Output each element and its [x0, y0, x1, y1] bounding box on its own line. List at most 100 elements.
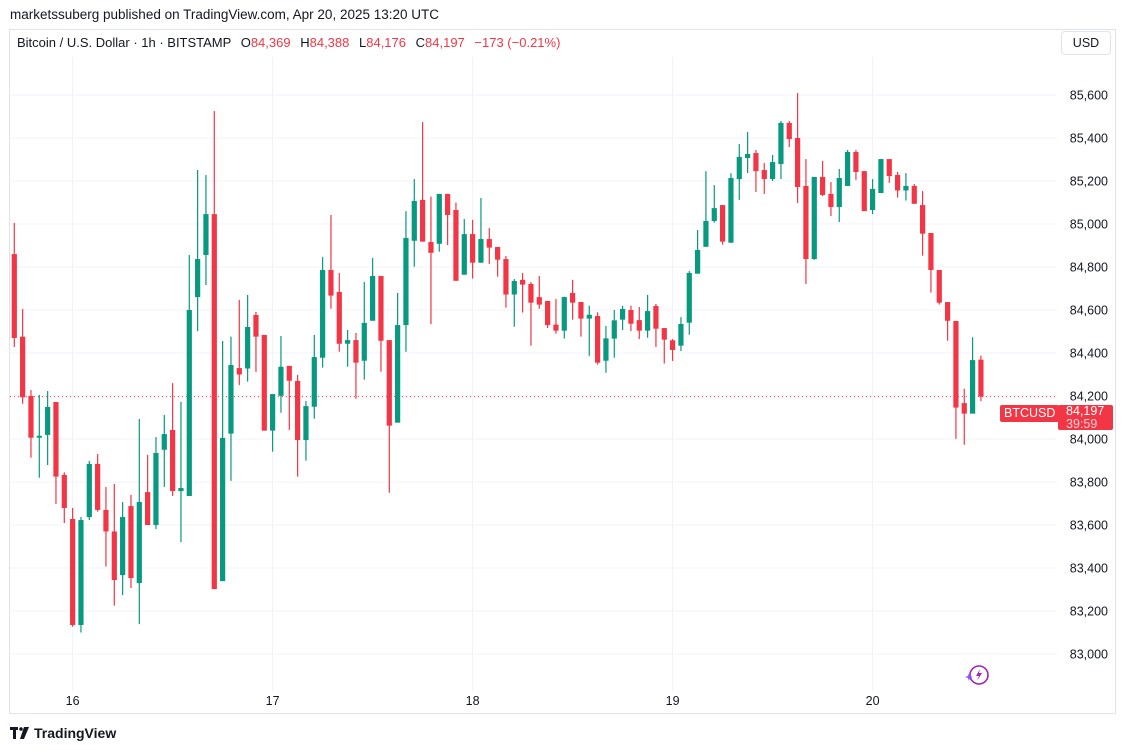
candle-down — [528, 282, 534, 346]
candle-down — [328, 214, 334, 309]
candle-up — [678, 317, 684, 352]
candle-body — [270, 394, 276, 431]
candle-up — [136, 419, 142, 625]
candle-down — [336, 273, 342, 352]
time-tick-label: 18 — [466, 694, 480, 708]
price-tick-label: 85,000 — [1070, 218, 1108, 232]
candle-up — [345, 329, 351, 367]
candle-body — [70, 518, 76, 625]
candle-down — [803, 159, 809, 284]
symbol-badge: BTCUSD — [1000, 405, 1060, 422]
candle-down — [911, 184, 917, 204]
candle-body — [86, 463, 92, 518]
candle-up — [203, 174, 209, 286]
candle-body — [511, 280, 517, 295]
candle-body — [436, 193, 442, 244]
price-tick-label: 83,800 — [1070, 476, 1108, 490]
candle-down — [253, 311, 259, 372]
candle-up — [969, 337, 976, 414]
candle-down — [470, 219, 476, 279]
candle-up — [36, 394, 42, 478]
price-tick-label: 83,400 — [1070, 562, 1108, 576]
candle-body — [761, 170, 767, 180]
price-tick-label: 84,400 — [1070, 347, 1108, 361]
chart-pane[interactable] — [9, 29, 1116, 714]
tradingview-brand[interactable]: TradingView — [10, 725, 116, 741]
tradingview-logo-icon — [10, 727, 29, 739]
candle-down — [236, 299, 242, 386]
candle-body — [553, 324, 559, 331]
candle-down — [420, 122, 426, 242]
candle-up — [728, 173, 734, 243]
candle-up — [228, 336, 234, 481]
candle-body — [220, 437, 226, 582]
candle-down — [653, 303, 659, 347]
candle-body — [78, 520, 84, 625]
candle-body — [528, 283, 534, 303]
candle-body — [753, 153, 759, 172]
candle-up — [161, 414, 167, 487]
candle-down — [286, 365, 292, 430]
candle-body — [128, 506, 134, 579]
candle-body — [370, 276, 376, 321]
candle-body — [903, 185, 909, 191]
candle-body — [861, 171, 867, 212]
open-value: 84,369 — [250, 35, 291, 50]
candle-body — [295, 380, 301, 441]
candle-up — [270, 394, 276, 452]
candle-body — [395, 325, 401, 423]
candle-up — [478, 197, 484, 263]
candle-down — [261, 334, 267, 431]
candle-up — [711, 185, 717, 223]
candle-body — [803, 185, 809, 260]
candle-up — [320, 257, 326, 368]
candle-body — [153, 452, 159, 525]
candle-up — [403, 211, 409, 352]
candle-body — [503, 259, 509, 295]
candle-up — [869, 179, 876, 215]
candle-body — [36, 435, 42, 438]
candle-body — [728, 177, 734, 243]
candle-body — [378, 276, 384, 341]
candle-up — [370, 257, 376, 321]
price-tick-label: 84,200 — [1070, 390, 1108, 404]
candle-body — [786, 122, 792, 140]
candle-down — [103, 486, 109, 567]
candle-up — [561, 296, 567, 339]
candle-body — [136, 501, 142, 584]
candle-down — [828, 182, 834, 217]
high-value: 84,388 — [309, 35, 350, 50]
candle-down — [928, 233, 934, 293]
close-label: C — [415, 35, 426, 50]
candle-down — [503, 256, 509, 308]
candle-body — [811, 176, 817, 260]
sparkle-bolt-icon[interactable] — [964, 663, 992, 692]
candle-body — [170, 429, 176, 492]
candle-down — [978, 355, 984, 402]
candle-body — [411, 200, 417, 241]
candle-down — [53, 402, 59, 504]
candle-down — [661, 328, 667, 364]
candle-body — [470, 234, 476, 263]
candle-body — [586, 314, 592, 319]
candle-down — [545, 300, 551, 329]
candle-body — [736, 156, 742, 180]
currency-button[interactable]: USD — [1061, 31, 1111, 55]
candle-body — [611, 320, 617, 339]
candle-body — [278, 366, 284, 396]
candles — [11, 93, 984, 633]
candle-body — [845, 151, 851, 186]
candle-up — [603, 325, 609, 373]
candle-body — [770, 162, 776, 180]
candle-down — [536, 276, 542, 309]
candle-body — [778, 122, 784, 165]
candle-body — [486, 239, 492, 248]
candle-up — [78, 517, 84, 633]
candle-down — [520, 273, 526, 313]
candle-down — [211, 110, 217, 590]
candle-down — [795, 93, 801, 203]
candle-down — [570, 279, 576, 320]
candle-down — [820, 161, 826, 197]
candle-up — [461, 219, 467, 275]
